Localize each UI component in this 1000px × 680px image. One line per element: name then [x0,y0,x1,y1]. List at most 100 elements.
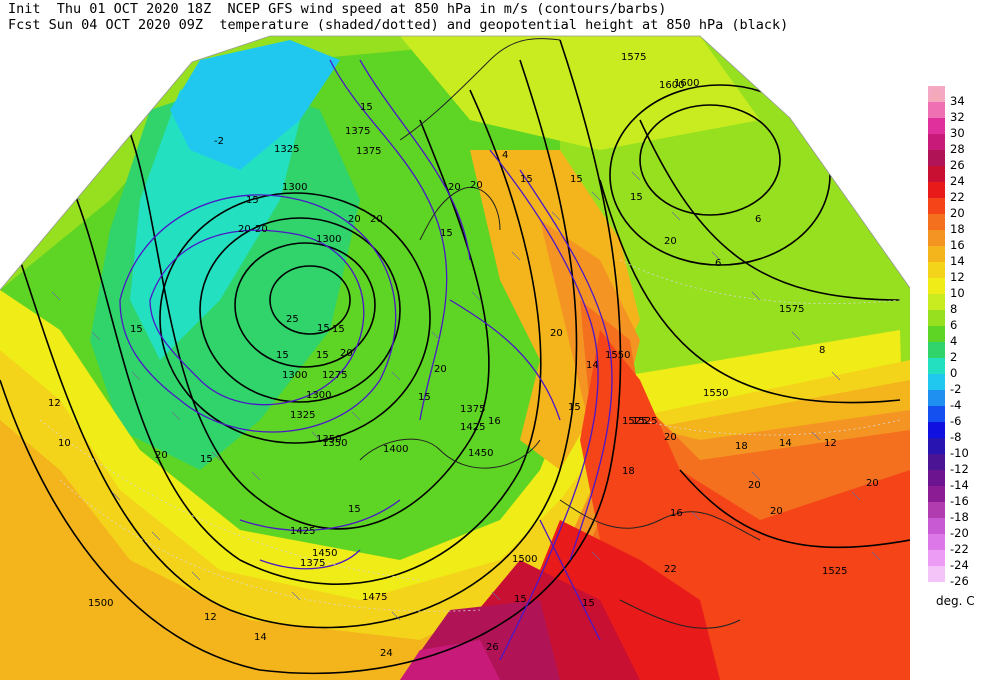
height-contour-label: 1375 [345,126,370,137]
map-value-label: 20 [448,182,461,193]
legend-label: -4 [950,398,962,412]
legend-row: 16 [928,230,1000,251]
map-value-label: 20 [155,450,168,461]
map-value-label: 15 [316,350,329,361]
temp-labels: -2 4 6 6 8 14 16 18 20 16 12 14 18 20 22 24 26 12 10 12 14 20… [48,136,879,659]
legend-label: 26 [950,158,965,172]
legend-label: 10 [950,286,965,300]
temp-band-8-north [400,36,760,150]
legend-swatch [928,390,945,406]
height-contour-label: 1425 [290,526,315,537]
height-contour-label: 1450 [468,448,493,459]
legend-swatch [928,326,945,342]
map-value-label: 20 [340,348,353,359]
height-contour-label: 1450 [312,548,337,559]
legend-swatch [928,310,945,326]
legend-row: 20 [928,198,1000,219]
legend-swatch [928,486,945,502]
legend-swatch [928,550,945,566]
map-value-label: 12 [824,438,837,449]
legend-label: 4 [950,334,958,348]
legend-label: -14 [950,478,969,492]
temp-band-28 [400,640,500,680]
legend-swatch [928,518,945,534]
legend-row: 32 [928,102,1000,123]
height-contour-label: 1300 [282,182,307,193]
height-contour-label: 1375 [300,558,325,569]
legend-swatch [928,566,945,582]
legend-label: -6 [950,414,962,428]
map-value-label: 12 [204,612,217,623]
legend-unit: deg. C [936,594,975,608]
map-value-label: 6 [755,214,761,225]
legend-swatch [928,438,945,454]
map-value-label: 15 [418,392,431,403]
legend-label: 16 [950,238,965,252]
height-contour-label: 1300 [306,390,331,401]
legend-swatch [928,166,945,182]
legend-row: -2 [928,374,1000,395]
legend-row: -6 [928,406,1000,427]
height-contour-label: 1575 [779,304,804,315]
legend-swatch [928,214,945,230]
legend-row: 0 [928,358,1000,379]
legend-swatch [928,198,945,214]
map-value-label: 18 [622,466,635,477]
legend-swatch [928,278,945,294]
temperature-legend: 34 32 30 28 26 24 22 20 18 16 14 12 10 8 6 4 2 0 -2 -4 -6 -8-… [928,86,1000,587]
map-value-label: 16 [488,416,501,427]
map-value-label: 14 [254,632,267,643]
map-value-label: 15 [570,174,583,185]
legend-label: 24 [950,174,965,188]
legend-swatch [928,454,945,470]
map-value-label: 15 [276,350,289,361]
legend-label: 6 [950,318,958,332]
height-contour-label: 1525 [822,566,847,577]
legend-swatch [928,422,945,438]
wind-contours [119,59,613,661]
legend-label: 34 [950,94,965,108]
legend-row: -14 [928,470,1000,491]
legend-row: 30 [928,118,1000,139]
map-value-label: 15 [582,598,595,609]
map-value-label: 10 [58,438,71,449]
map-value-label: 20 [470,180,483,191]
legend-row: 26 [928,150,1000,171]
height-contours [0,39,910,675]
map-value-label: 15 [332,324,345,335]
legend-swatch [928,406,945,422]
map-value-label: 15 [360,102,373,113]
map-value-label: 20 [550,328,563,339]
map-value-label: 4 [502,150,508,161]
legend-row: -16 [928,486,1000,507]
height-contour-label: 1475 [362,592,387,603]
legend-label: 28 [950,142,965,156]
map-value-label: 20 [664,432,677,443]
legend-label: -8 [950,430,962,444]
legend-row: -20 [928,518,1000,539]
height-contour-label: 1500 [88,598,113,609]
legend-swatch [928,182,945,198]
map-value-label: 22 [664,564,677,575]
height-contour-label: 1525 [632,416,657,427]
legend-row: 14 [928,246,1000,267]
map-value-label: 24 [380,648,393,659]
legend-row: -8 [928,422,1000,443]
legend-swatch [928,342,945,358]
map-value-label: 20 [770,506,783,517]
map-value-label: 20 [664,236,677,247]
legend-row: -22 [928,534,1000,555]
legend-swatch [928,534,945,550]
map-value-label: 6 [715,258,721,269]
map-value-label: 20 [238,224,251,235]
legend-swatch [928,470,945,486]
legend-swatch [928,358,945,374]
map-value-label: 15 [348,504,361,515]
legend-row: 4 [928,326,1000,347]
legend-top-arrow-icon [928,87,944,101]
map-value-label: 15 [130,324,143,335]
map-value-label: 20 [370,214,383,225]
map-value-label: 15 [514,594,527,605]
map-value-label: 20 [348,214,361,225]
